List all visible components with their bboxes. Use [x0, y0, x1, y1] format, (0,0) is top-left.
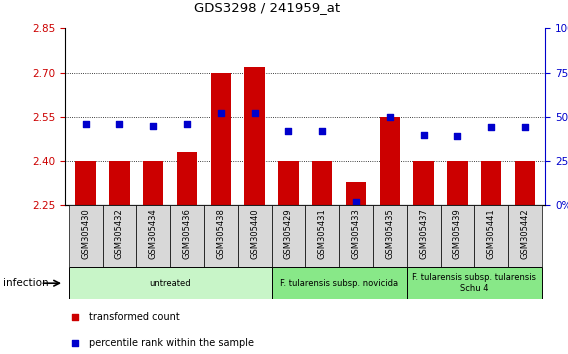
Bar — [143, 161, 164, 205]
Bar — [447, 161, 467, 205]
Bar — [373, 205, 407, 267]
Bar — [136, 205, 170, 267]
Bar — [69, 267, 272, 299]
Bar — [244, 67, 265, 205]
Bar — [379, 117, 400, 205]
Text: GSM305435: GSM305435 — [385, 209, 394, 259]
Text: GSM305433: GSM305433 — [352, 209, 361, 259]
Bar — [414, 161, 434, 205]
Bar — [272, 267, 407, 299]
Bar — [177, 152, 197, 205]
Bar — [237, 205, 272, 267]
Point — [385, 114, 394, 120]
Text: GSM305436: GSM305436 — [182, 209, 191, 259]
Text: GSM305439: GSM305439 — [453, 209, 462, 259]
Text: GSM305438: GSM305438 — [216, 209, 225, 259]
Point — [284, 128, 293, 134]
Text: GSM305430: GSM305430 — [81, 209, 90, 259]
Point — [453, 133, 462, 139]
Point — [115, 121, 124, 127]
Bar — [407, 267, 542, 299]
Bar — [474, 205, 508, 267]
Bar — [211, 73, 231, 205]
Point — [149, 123, 158, 129]
Point — [182, 121, 191, 127]
Bar — [312, 161, 332, 205]
Bar — [346, 182, 366, 205]
Text: percentile rank within the sample: percentile rank within the sample — [89, 338, 254, 348]
Point — [487, 125, 496, 130]
Point — [250, 110, 259, 116]
Bar — [278, 161, 299, 205]
Text: F. tularensis subsp. tularensis
Schu 4: F. tularensis subsp. tularensis Schu 4 — [412, 274, 536, 293]
Text: GSM305432: GSM305432 — [115, 209, 124, 259]
Text: GDS3298 / 241959_at: GDS3298 / 241959_at — [194, 1, 340, 14]
Bar — [515, 161, 535, 205]
Point — [352, 199, 361, 205]
Point — [216, 110, 225, 116]
Bar — [170, 205, 204, 267]
Text: GSM305437: GSM305437 — [419, 209, 428, 259]
Text: GSM305440: GSM305440 — [250, 209, 259, 259]
Text: GSM305431: GSM305431 — [318, 209, 327, 259]
Bar — [109, 161, 130, 205]
Point — [520, 125, 529, 130]
Text: GSM305434: GSM305434 — [149, 209, 158, 259]
Bar — [481, 161, 502, 205]
Text: untreated: untreated — [149, 279, 191, 288]
Text: GSM305441: GSM305441 — [487, 209, 496, 259]
Text: GSM305442: GSM305442 — [520, 209, 529, 259]
Point — [70, 340, 80, 346]
Bar — [102, 205, 136, 267]
Point — [81, 121, 90, 127]
Bar — [272, 205, 306, 267]
Bar — [69, 205, 102, 267]
Bar — [306, 205, 339, 267]
Point — [70, 314, 80, 320]
Bar — [407, 205, 441, 267]
Text: transformed count: transformed count — [89, 312, 180, 322]
Bar — [204, 205, 237, 267]
Bar — [76, 161, 96, 205]
Point — [318, 128, 327, 134]
Bar — [441, 205, 474, 267]
Text: infection: infection — [3, 278, 48, 288]
Bar — [339, 205, 373, 267]
Point — [419, 132, 428, 137]
Text: GSM305429: GSM305429 — [284, 209, 293, 259]
Text: F. tularensis subsp. novicida: F. tularensis subsp. novicida — [280, 279, 398, 288]
Bar — [508, 205, 542, 267]
